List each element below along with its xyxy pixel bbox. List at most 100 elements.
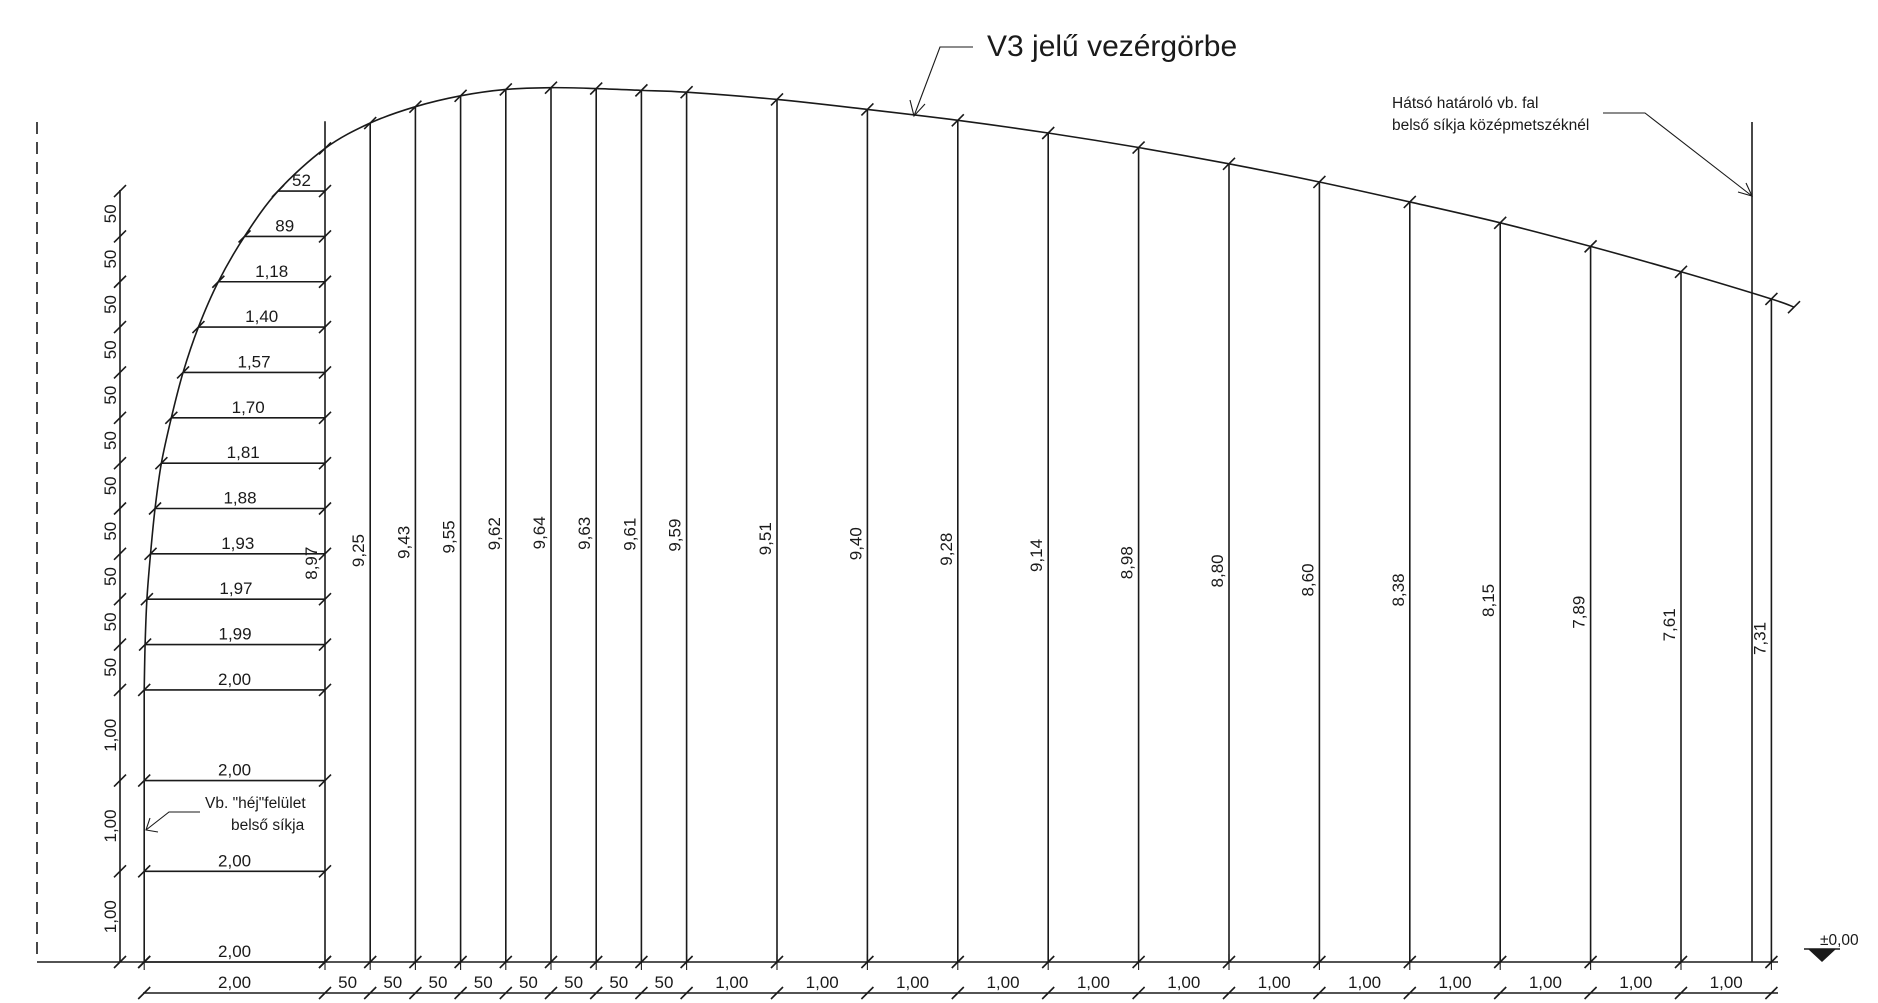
ordinate-label: 9,28 xyxy=(937,533,956,566)
height-tick xyxy=(113,184,127,198)
offset-tick xyxy=(318,683,332,697)
span-tick xyxy=(1222,986,1236,1000)
span-tick xyxy=(1674,986,1688,1000)
ordinate-label: 9,14 xyxy=(1027,539,1046,572)
span-label: 50 xyxy=(655,973,674,992)
ordinate-label: 9,25 xyxy=(349,534,368,567)
span-tick xyxy=(544,986,558,1000)
ordinate-label: 8,98 xyxy=(1118,546,1137,579)
span-label: 1,00 xyxy=(1619,973,1652,992)
title-leader-line xyxy=(913,46,973,117)
offset-tick xyxy=(318,275,332,289)
ordinate-label: 7,61 xyxy=(1660,608,1679,641)
ordinate-label: 9,63 xyxy=(575,517,594,550)
offset-label: 1,97 xyxy=(219,579,252,598)
span-label: 1,00 xyxy=(1710,973,1743,992)
height-tick xyxy=(113,637,127,652)
height-label: 50 xyxy=(101,295,120,314)
shell-note-arrow-icon xyxy=(145,817,159,833)
span-tick xyxy=(1132,986,1146,1000)
height-label: 50 xyxy=(101,612,120,631)
offset-label: 1,57 xyxy=(237,352,270,371)
height-tick xyxy=(113,774,127,788)
wall-note-line-2: belső síkja középmetszéknél xyxy=(1392,117,1589,134)
span-label: 2,00 xyxy=(218,973,251,992)
offset-label: 2,00 xyxy=(218,670,251,689)
offset-label: 52 xyxy=(292,171,311,190)
ordinate-label: 8,38 xyxy=(1389,573,1408,606)
span-label: 1,00 xyxy=(1258,973,1291,992)
span-label: 50 xyxy=(474,973,493,992)
height-label: 50 xyxy=(101,431,120,450)
span-tick xyxy=(318,986,332,1000)
span-label: 50 xyxy=(338,973,357,992)
span-tick xyxy=(363,986,377,1000)
span-label: 1,00 xyxy=(715,973,748,992)
ordinate-label: 7,89 xyxy=(1570,596,1589,629)
span-label: 1,00 xyxy=(806,973,839,992)
span-tick xyxy=(1493,986,1507,1000)
height-label: 50 xyxy=(101,658,120,677)
span-tick xyxy=(1312,986,1326,1000)
offset-tick xyxy=(318,320,332,334)
offset-label: 2,00 xyxy=(218,942,251,961)
height-tick xyxy=(113,592,127,606)
grid-layer xyxy=(113,81,1801,1000)
height-label: 50 xyxy=(101,476,120,495)
height-label: 1,00 xyxy=(101,719,120,752)
offset-tick xyxy=(318,592,332,606)
ordinate-label: 9,43 xyxy=(394,526,413,559)
span-tick xyxy=(1584,986,1598,1000)
offset-tick xyxy=(137,864,151,878)
shell-note-line-2: belső síkja xyxy=(231,817,305,834)
offset-tick xyxy=(137,774,151,788)
height-label: 50 xyxy=(101,204,120,223)
offset-tick xyxy=(318,547,332,561)
wall-note-arrow-icon xyxy=(1737,182,1754,197)
span-label: 1,00 xyxy=(986,973,1019,992)
offset-label: 1,88 xyxy=(223,489,256,508)
shell-note-line-1: Vb. "héj"felület xyxy=(205,795,306,812)
height-tick xyxy=(113,501,127,516)
offset-label: 1,70 xyxy=(232,398,265,417)
offset-label: 1,99 xyxy=(219,625,252,644)
span-tick xyxy=(860,986,874,1000)
span-tick xyxy=(1764,986,1778,1000)
offset-tick xyxy=(318,864,332,878)
height-tick xyxy=(113,411,127,425)
span-tick xyxy=(499,986,513,1000)
offset-label: 89 xyxy=(275,216,294,235)
ordinate-label: 8,80 xyxy=(1208,554,1227,587)
span-label: 50 xyxy=(383,973,402,992)
ordinate-label: 8,60 xyxy=(1298,563,1317,596)
wall-note-line-1: Hátsó határoló vb. fal xyxy=(1392,95,1538,112)
span-label: 1,00 xyxy=(1348,973,1381,992)
span-tick xyxy=(680,986,694,1000)
height-tick xyxy=(113,547,127,561)
title-leader-arrow-icon xyxy=(909,99,926,118)
span-tick xyxy=(1041,986,1055,1000)
span-tick xyxy=(1403,986,1417,1000)
span-tick xyxy=(408,986,422,1000)
ordinate-label: 8,97 xyxy=(302,547,321,580)
height-label: 50 xyxy=(101,250,120,269)
span-tick xyxy=(454,986,468,1000)
span-tick xyxy=(951,986,965,1000)
span-label: 1,00 xyxy=(1529,973,1562,992)
offset-tick xyxy=(318,365,332,380)
height-tick xyxy=(113,229,127,243)
height-tick xyxy=(113,365,127,380)
offset-tick xyxy=(318,637,332,652)
level-marker-icon xyxy=(1808,949,1836,962)
height-tick xyxy=(113,320,127,334)
offset-label: 1,40 xyxy=(245,307,278,326)
height-tick xyxy=(113,955,127,969)
height-tick xyxy=(113,864,127,878)
ordinate-label: 9,64 xyxy=(530,516,549,549)
ordinate-label: 8,15 xyxy=(1479,584,1498,617)
offset-label: 2,00 xyxy=(218,851,251,870)
offset-tick xyxy=(318,184,332,198)
span-label: 1,00 xyxy=(1077,973,1110,992)
level-label: ±0,00 xyxy=(1820,932,1859,949)
